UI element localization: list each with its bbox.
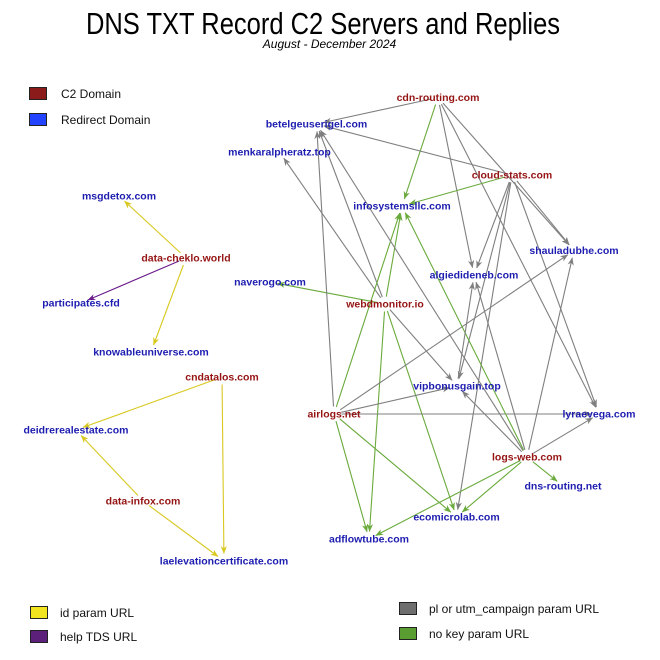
svg-text:msgdetox.com: msgdetox.com [82,191,156,203]
svg-text:algiedideneb.com: algiedideneb.com [430,270,519,282]
svg-text:shauladubhe.com: shauladubhe.com [529,245,618,257]
svg-text:data-infox.com: data-infox.com [106,496,181,508]
svg-text:participates.cfd: participates.cfd [42,298,120,310]
svg-text:lyraevega.com: lyraevega.com [563,409,636,421]
svg-text:webdmonitor.io: webdmonitor.io [345,299,424,311]
svg-text:infosystemsllc.com: infosystemsllc.com [353,201,450,213]
svg-text:deidrerealestate.com: deidrerealestate.com [23,425,128,437]
svg-text:airlogs.net: airlogs.net [307,409,361,421]
svg-text:ecomicrolab.com: ecomicrolab.com [413,512,499,524]
svg-text:adflowtube.com: adflowtube.com [329,534,409,546]
svg-text:vipbonusgain.top: vipbonusgain.top [413,381,501,393]
svg-text:menkaralpheratz.top: menkaralpheratz.top [228,147,331,159]
svg-text:logs-web.com: logs-web.com [492,452,562,464]
svg-text:dns-routing.net: dns-routing.net [525,481,602,493]
svg-text:laelevationcertificate.com: laelevationcertificate.com [160,556,288,568]
svg-text:knowableuniverse.com: knowableuniverse.com [93,347,209,359]
svg-text:betelgeuserigel.com: betelgeuserigel.com [266,119,368,131]
svg-text:naverogo.com: naverogo.com [234,277,306,289]
svg-text:cloud-stats.com: cloud-stats.com [472,170,553,182]
svg-text:data-cheklo.world: data-cheklo.world [141,253,230,265]
svg-text:cdn-routing.com: cdn-routing.com [397,92,480,104]
svg-text:cndatalos.com: cndatalos.com [185,372,259,384]
